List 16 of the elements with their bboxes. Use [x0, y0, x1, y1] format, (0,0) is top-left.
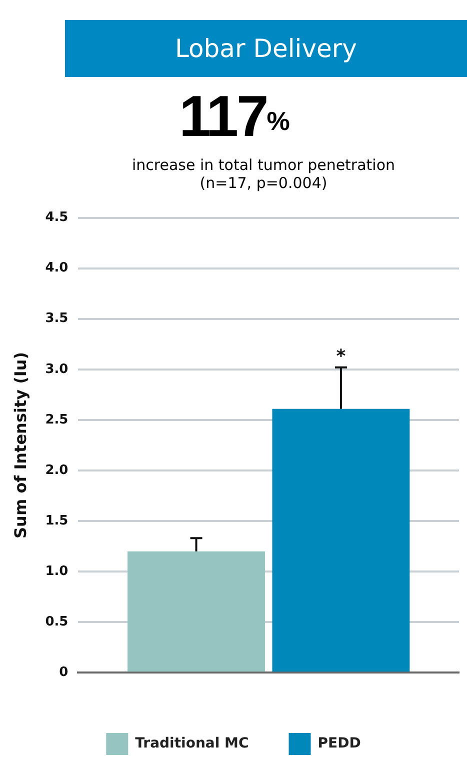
y-tick-label: 3.5: [45, 311, 68, 326]
text: increase in total tumor penetration (n=17, p=0.004): [130, 156, 396, 192]
chart-title: Lobar Delivery: [65, 20, 467, 77]
y-tick-label: 3.0: [45, 362, 68, 377]
y-tick-label: 2.5: [45, 412, 68, 428]
y-axis-title: Sum of Intensity (Iu): [10, 352, 30, 538]
legend-label: Traditional MC: [135, 736, 249, 752]
y-tick-label: 1.5: [45, 513, 68, 528]
y-tick-label: 1.0: [45, 564, 68, 579]
y-tick-label: 4.0: [45, 260, 68, 276]
annotation: *: [336, 346, 346, 368]
y-tick-label: 0.5: [45, 614, 68, 630]
y-tick-label: 0: [59, 664, 68, 680]
y-tick-label: 2.0: [45, 462, 68, 478]
legend-label: PEDD: [318, 736, 361, 752]
y-tick-label: 4.5: [45, 210, 68, 226]
